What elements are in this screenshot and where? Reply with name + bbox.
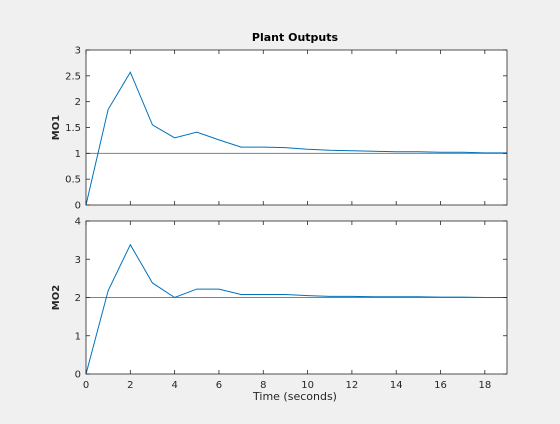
x-tick-label: 6 [216,380,222,391]
axes-1: 0 0.5 1 1.5 2 2.5 3 MO1 [51,46,508,212]
x-tick-label: 14 [390,380,403,391]
data-series-line [85,71,507,206]
y-tick-label: 3 [75,46,81,57]
y-axis-label: MO1 [51,115,62,140]
y-tick-label: 0.5 [65,175,81,186]
y-tick-label: 4 [75,217,81,228]
x-tick-label: 18 [478,380,491,391]
x-tick-label: 16 [434,380,447,391]
data-series-line [85,243,507,375]
y-tick-label: 3 [75,255,81,266]
y-tick-label: 2 [75,293,81,304]
x-tick-label: 2 [127,380,133,391]
x-tick-label: 12 [346,380,359,391]
y-tick-label: 1 [75,331,81,342]
y-tick-label: 1.5 [65,123,81,134]
x-tick-label: 8 [260,380,266,391]
y-tick-label: 1 [75,149,81,160]
y-tick-label: 2 [75,97,81,108]
x-tick-label: 0 [83,380,89,391]
y-tick-label: 2.5 [65,71,81,82]
x-axis-label: Time (seconds) [252,390,337,403]
y-tick-label: 0 [75,370,81,381]
axes-background [86,50,507,205]
chart-title: Plant Outputs [252,31,339,44]
y-axis-label: MO2 [51,285,62,310]
x-tick-label: 4 [171,380,177,391]
x-tick-label: 10 [301,380,314,391]
y-tick-label: 0 [75,201,81,212]
